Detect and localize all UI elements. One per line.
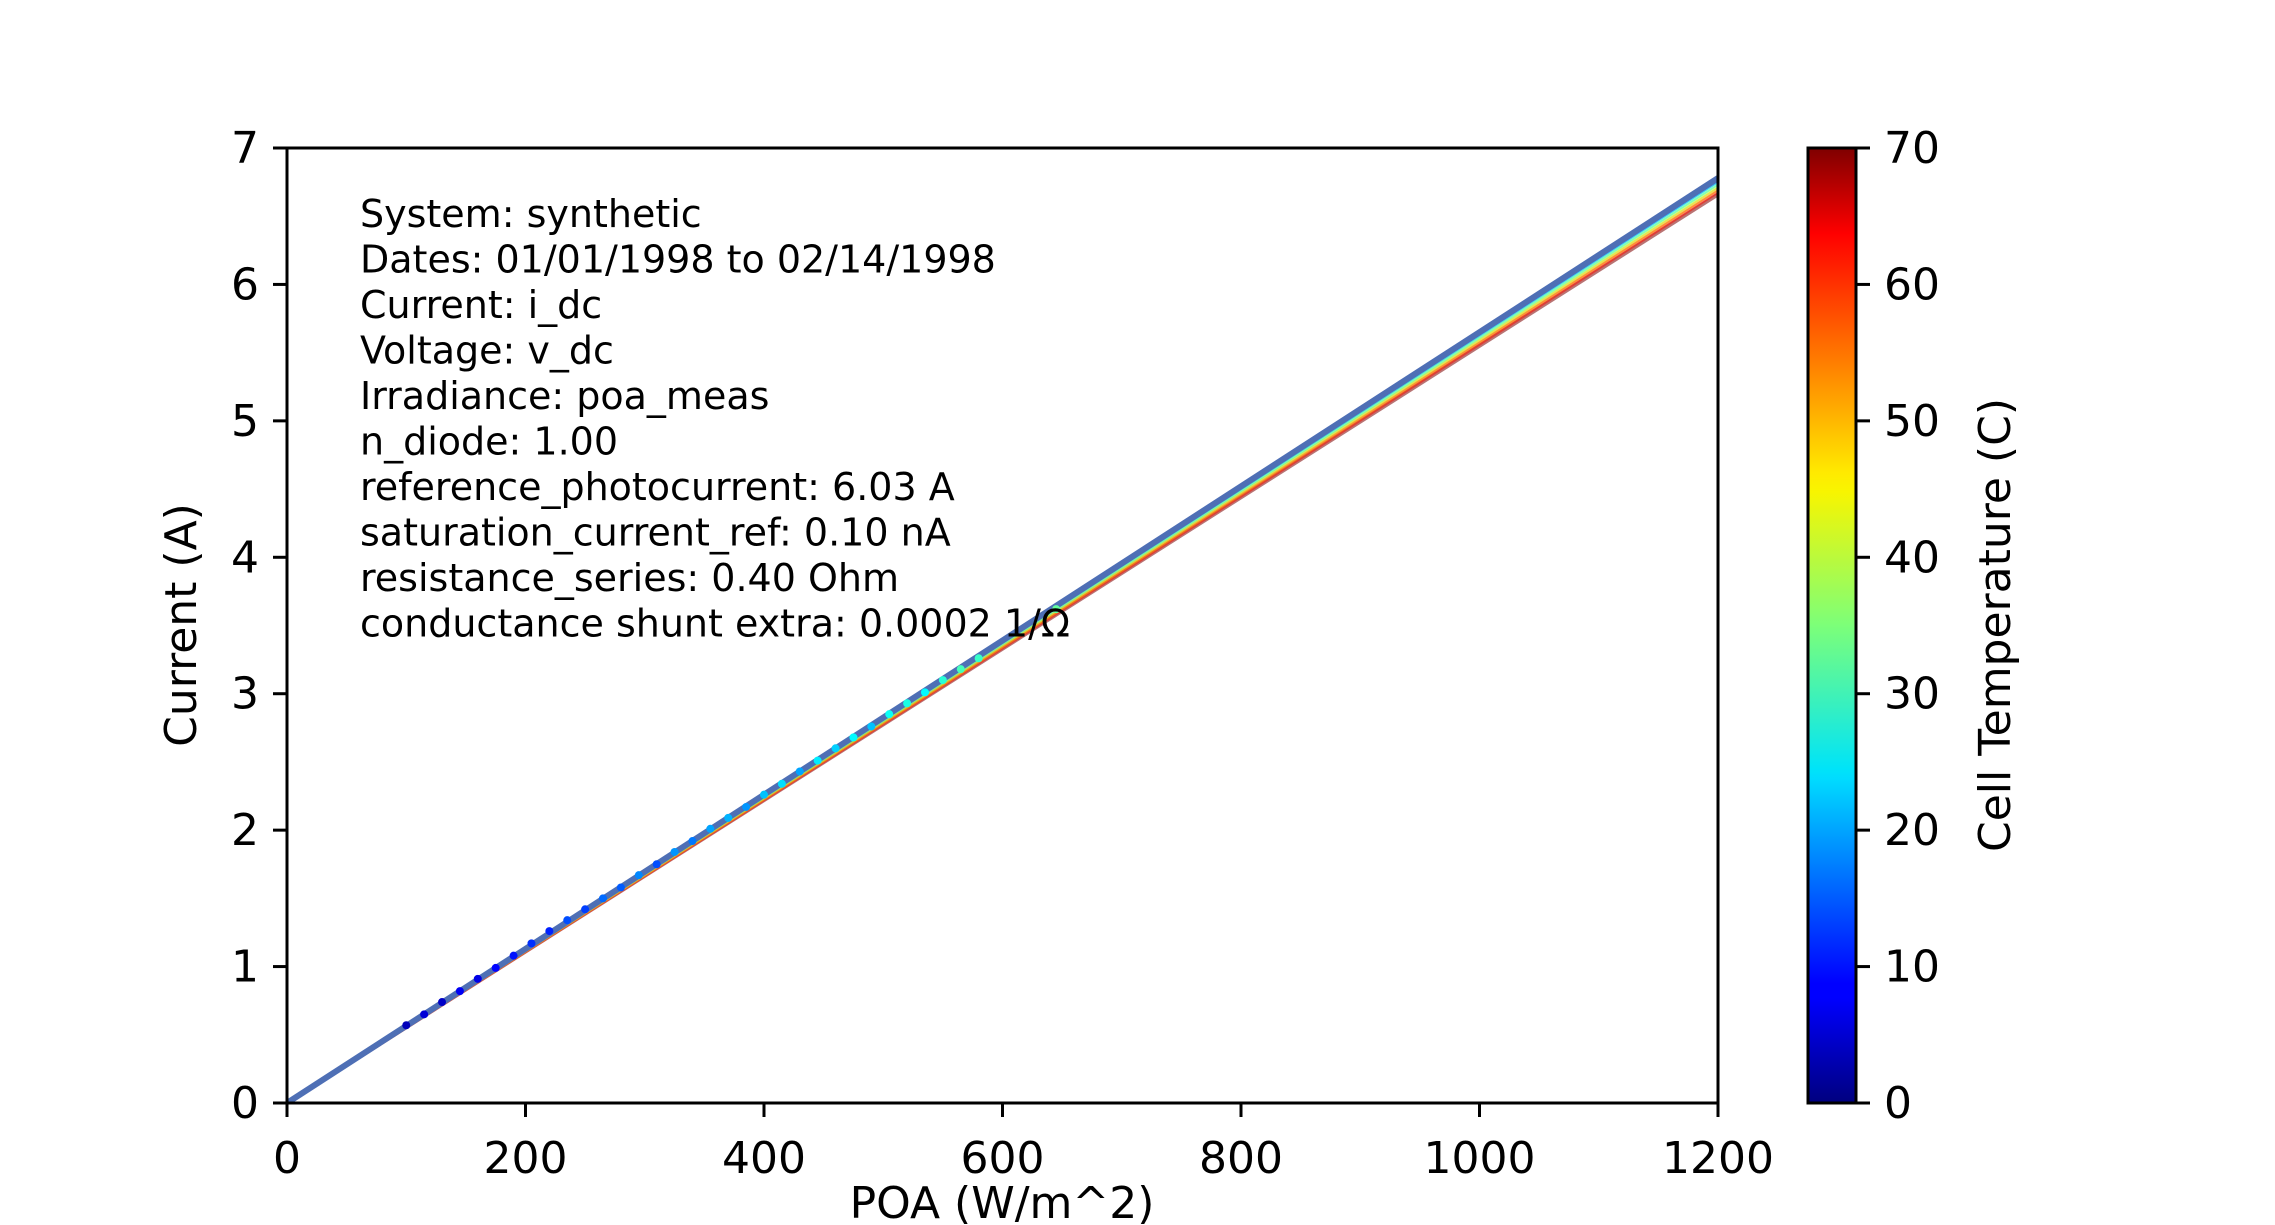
- data-point: [956, 665, 965, 674]
- model-line-reference: [287, 175, 1718, 1103]
- data-point: [724, 813, 733, 822]
- y-tick-label: 4: [231, 532, 259, 583]
- data-points: [402, 605, 1061, 1030]
- colorbar-tick-label: 0: [1884, 1078, 1912, 1129]
- plot-area: 0 200 400 600 800 1000 1200 0 1 2 3 4 5 6 7: [231, 123, 1774, 1184]
- colorbar-tick-label: 40: [1884, 532, 1940, 583]
- data-point: [974, 654, 983, 663]
- data-point: [885, 710, 894, 719]
- colorbar-tick-label: 10: [1884, 942, 1940, 993]
- colorbar-tick-label: 60: [1884, 259, 1940, 310]
- data-point: [938, 676, 947, 685]
- model-lines: [287, 175, 1718, 1103]
- x-tick-label: 1200: [1662, 1133, 1774, 1184]
- x-axis-label: POA (W/m^2): [850, 1178, 1155, 1225]
- annotation-line: Voltage: v_dc: [360, 329, 614, 373]
- colorbar-label: Cell Temperature (C): [1970, 398, 2021, 852]
- y-tick-label: 7: [231, 123, 259, 174]
- data-point: [455, 987, 464, 996]
- x-tick-label: 400: [722, 1133, 806, 1184]
- colorbar-tick-label: 50: [1884, 396, 1940, 447]
- colorbar-tick-label: 20: [1884, 805, 1940, 856]
- y-tick-label: 0: [231, 1078, 259, 1129]
- colorbar-tick-label: 70: [1884, 123, 1940, 174]
- annotation-line: reference_photocurrent: 6.03 A: [360, 465, 955, 509]
- data-point: [867, 722, 876, 731]
- x-tick-label: 200: [484, 1133, 568, 1184]
- data-point: [849, 733, 858, 742]
- data-point: [920, 688, 929, 697]
- y-tick-label: 6: [231, 259, 259, 310]
- colorbar-ticks: 0 10 20 30 40 50 60 70: [1856, 123, 1940, 1129]
- data-point: [742, 802, 751, 811]
- y-tick-label: 1: [231, 942, 259, 993]
- y-axis-label: Current (A): [156, 503, 207, 747]
- y-tick-label: 5: [231, 396, 259, 447]
- x-axis-ticks: 0 200 400 600 800 1000 1200: [273, 1103, 1774, 1184]
- data-point: [813, 756, 822, 765]
- data-point: [563, 916, 572, 925]
- data-point: [545, 927, 554, 936]
- annotation-line: Current: i_dc: [360, 283, 602, 327]
- data-point: [581, 905, 590, 914]
- annotation-line: resistance_series: 0.40 Ohm: [360, 556, 899, 600]
- y-tick-label: 3: [231, 669, 259, 720]
- data-point: [1052, 605, 1061, 614]
- data-point: [652, 860, 661, 869]
- x-tick-label: 0: [273, 1133, 301, 1184]
- data-point: [420, 1010, 429, 1019]
- data-point: [402, 1021, 411, 1030]
- data-point: [903, 699, 912, 708]
- data-point: [670, 847, 679, 856]
- data-point: [777, 779, 786, 788]
- annotation-line: Dates: 01/01/1998 to 02/14/1998: [360, 238, 996, 282]
- colorbar: 0 10 20 30 40 50 60 70 Cell Temperature (C): [1806, 123, 2021, 1129]
- annotation-line: n_diode: 1.00: [360, 420, 618, 464]
- x-tick-label: 1000: [1424, 1133, 1536, 1184]
- x-tick-label: 600: [961, 1133, 1045, 1184]
- annotation-line: conductance shunt extra: 0.0002 1/Ω: [360, 602, 1070, 646]
- data-point: [634, 871, 643, 880]
- y-tick-label: 2: [231, 805, 259, 856]
- data-point: [473, 974, 482, 983]
- data-point: [491, 963, 500, 972]
- data-point: [616, 883, 625, 892]
- annotation-line: saturation_current_ref: 0.10 nA: [360, 511, 951, 555]
- colorbar-tick-label: 30: [1884, 669, 1940, 720]
- data-point: [688, 837, 697, 846]
- data-point: [706, 824, 715, 833]
- data-point: [831, 744, 840, 753]
- data-point: [760, 790, 768, 799]
- colorbar-gradient: [1806, 146, 1858, 1105]
- y-axis-ticks: 0 1 2 3 4 5 6 7: [231, 123, 287, 1129]
- annotation-line: Irradiance: poa_meas: [360, 374, 769, 418]
- data-point: [527, 939, 536, 948]
- data-point: [795, 767, 804, 776]
- annotation-line: System: synthetic: [360, 192, 702, 236]
- x-tick-label: 800: [1199, 1133, 1283, 1184]
- data-point: [599, 894, 608, 903]
- data-point: [438, 998, 447, 1007]
- data-point: [509, 951, 518, 960]
